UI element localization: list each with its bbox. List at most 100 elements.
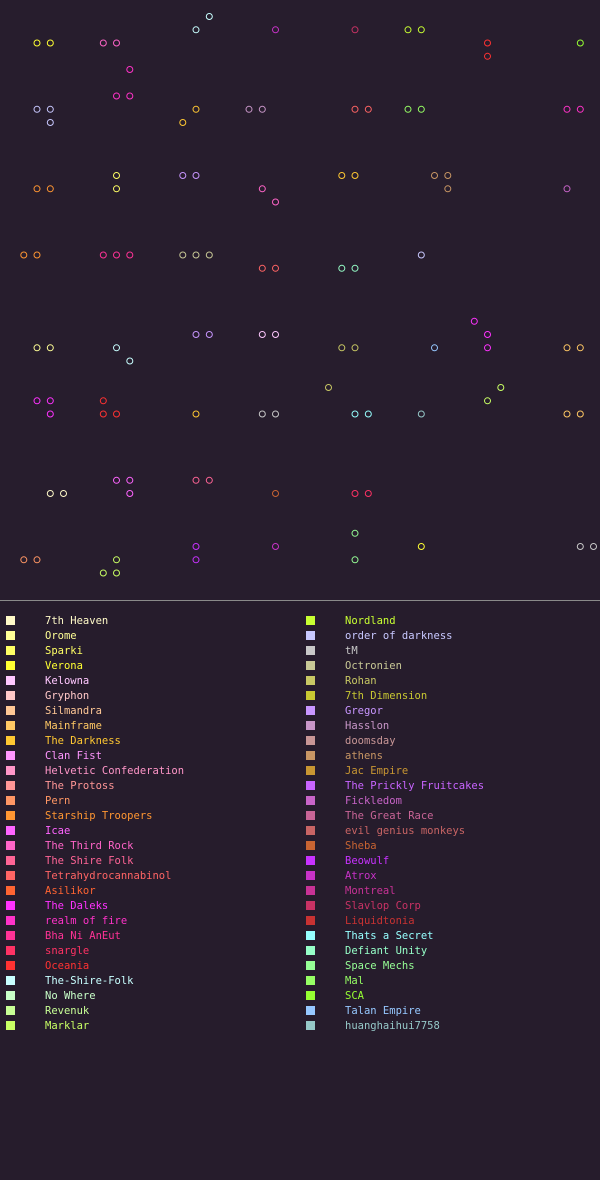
legend-swatch [6, 661, 15, 670]
legend-label: SCA [345, 990, 364, 1002]
legend-label: The Darkness [45, 735, 121, 747]
planet-marker [60, 490, 67, 497]
planet-marker [33, 251, 41, 259]
planet-marker [576, 543, 584, 550]
legend-label: 7th Dimension [345, 690, 428, 702]
planet-marker [417, 543, 425, 550]
planet-marker [484, 344, 491, 352]
planet-marker [576, 39, 584, 47]
legend-label: evil genius monkeys [345, 825, 466, 837]
planet-marker [99, 410, 107, 418]
legend-swatch [306, 811, 315, 820]
planet-marker [113, 185, 120, 193]
legend-swatch [306, 706, 315, 715]
legend-swatch [306, 736, 315, 745]
legend-swatch [306, 991, 315, 1000]
legend-label: No Where [45, 990, 96, 1002]
planet-marker [46, 490, 54, 497]
legend-swatch [306, 616, 315, 625]
planet-marker [431, 172, 438, 179]
legend-label: Icae [45, 825, 71, 837]
planet-marker [351, 556, 359, 564]
legend-swatch [6, 886, 15, 895]
planet-marker [192, 251, 200, 259]
planet-marker [417, 410, 425, 418]
planet-marker [179, 251, 187, 259]
planet-marker [576, 105, 584, 113]
legend-swatch [306, 721, 315, 730]
planet-marker [20, 556, 28, 564]
legend-swatch [6, 811, 15, 820]
planet-marker [563, 185, 571, 193]
planet-marker [99, 39, 107, 47]
planet-marker [113, 476, 120, 484]
planet-marker [258, 410, 266, 418]
planet-marker [192, 331, 200, 338]
planet-marker [46, 410, 54, 418]
planet-marker [113, 251, 120, 259]
planet-marker [126, 490, 134, 497]
legend-swatch [306, 1006, 315, 1015]
planet-marker [99, 251, 107, 259]
planet-marker [325, 384, 332, 391]
legend-label: Asilikor [45, 885, 96, 897]
planet-marker [126, 476, 134, 484]
planet-marker [258, 331, 266, 338]
legend-swatch [6, 991, 15, 1000]
planet-marker [272, 264, 279, 272]
legend-swatch [6, 631, 15, 640]
planet-marker [179, 119, 187, 126]
planet-marker [484, 39, 491, 47]
planet-marker [338, 344, 346, 352]
planet-marker [364, 410, 372, 418]
legend-swatch [6, 796, 15, 805]
legend-swatch [306, 946, 315, 955]
legend-label: The Great Race [345, 810, 434, 822]
legend-swatch [6, 676, 15, 685]
planet-marker [417, 26, 425, 34]
legend-swatch [6, 721, 15, 730]
legend-swatch [306, 931, 315, 940]
legend-label: Liquidtonia [345, 915, 415, 927]
planet-marker [364, 490, 372, 497]
planet-marker [470, 317, 478, 325]
legend-label: athens [345, 750, 383, 762]
legend-label: Marklar [45, 1020, 90, 1032]
legend-swatch [306, 1021, 315, 1030]
planet-marker [497, 384, 505, 391]
planet-marker [192, 172, 200, 179]
legend-label: Rohan [345, 675, 377, 687]
legend-swatch [306, 976, 315, 985]
planet-marker [46, 344, 54, 352]
planet-marker [46, 397, 54, 405]
legend-swatch [6, 946, 15, 955]
legend-label: The Prickly Fruitcakes [345, 780, 485, 792]
legend-label: Clan Fist [45, 750, 102, 762]
legend-swatch [6, 736, 15, 745]
legend-swatch [306, 781, 315, 790]
legend-swatch [306, 631, 315, 640]
planet-marker [33, 105, 41, 113]
legend-swatch [306, 676, 315, 685]
legend-label: tM [345, 645, 358, 657]
legend-label: Atrox [345, 870, 377, 882]
planet-marker [272, 198, 279, 206]
legend-swatch [6, 961, 15, 970]
legend-label: Mal [345, 975, 364, 987]
legend-label: Sheba [345, 840, 377, 852]
planet-marker [351, 344, 359, 352]
planet-marker [245, 105, 253, 113]
planet-marker [205, 331, 213, 338]
planet-marker [205, 476, 213, 484]
legend-label: Hasslon [345, 720, 390, 732]
planet-marker [563, 410, 571, 418]
planet-marker [351, 490, 359, 497]
planet-marker [417, 251, 425, 259]
legend-swatch [306, 646, 315, 655]
legend-swatch [306, 841, 315, 850]
planet-marker [431, 344, 438, 352]
planet-marker [126, 66, 134, 73]
legend-label: The-Shire-Folk [45, 975, 134, 987]
planet-marker [258, 105, 266, 113]
planet-marker [113, 556, 120, 564]
